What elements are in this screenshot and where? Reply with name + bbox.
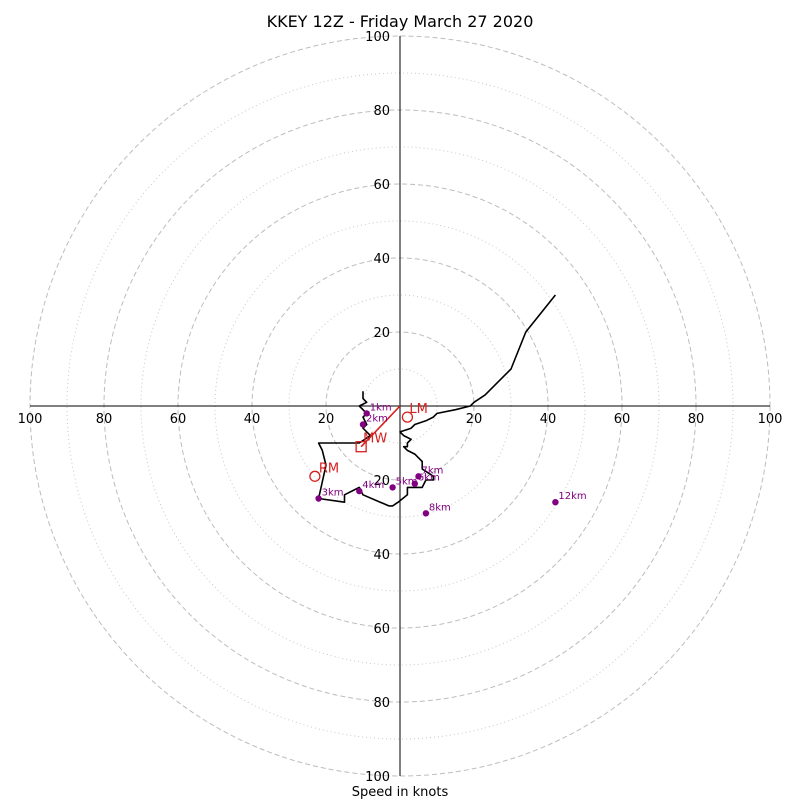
height-marker-5km: [389, 484, 396, 491]
tick-label-right: 80: [688, 412, 705, 427]
tick-label-left: 40: [244, 412, 261, 427]
tick-label-left: 80: [96, 412, 113, 427]
tick-label-bottom: 40: [373, 548, 390, 563]
height-marker-12km: [552, 499, 559, 506]
tick-label-top: 60: [373, 178, 390, 193]
height-marker-6km: [411, 480, 418, 487]
height-label-3km: 3km: [322, 488, 344, 499]
rm-marker: [309, 470, 321, 482]
height-marker-1km: [363, 410, 370, 417]
height-label-12km: 12km: [558, 491, 586, 502]
tick-label-top: 40: [373, 252, 390, 267]
tick-label-bottom: 20: [373, 474, 390, 489]
height-marker-4km: [356, 487, 363, 495]
lm-marker: [401, 411, 414, 423]
tick-label-left: 20: [318, 412, 335, 427]
height-marker-3km: [315, 495, 322, 502]
tick-label-top: 80: [373, 104, 390, 119]
x-axis-label: Speed in knots: [352, 785, 449, 800]
height-marker-2km: [359, 421, 367, 428]
tick-label-bottom: 80: [373, 696, 390, 711]
tick-labels: 100 80 60 40 20 20 40 60 80 100 100 80 60 40 20 20 40 60 8…: [18, 30, 783, 785]
hodograph-trace: [317, 294, 557, 507]
tick-label-bottom: 60: [373, 622, 390, 637]
height-label-6km: 6km: [418, 473, 440, 484]
height-label-5km: 5km: [396, 476, 418, 487]
tick-label-left: 100: [18, 412, 43, 427]
tick-label-right: 100: [758, 412, 783, 427]
rm-label: RM: [319, 461, 339, 476]
tick-label-bottom: 100: [365, 770, 390, 785]
height-label-7km: 7km: [422, 465, 444, 476]
height-label-4km: 4km: [362, 480, 384, 491]
mw-marker: [355, 441, 367, 453]
tick-label-top: 20: [373, 326, 390, 341]
storm-motion-markers: RM LM MW: [309, 402, 428, 482]
height-marker-8km: [422, 510, 430, 517]
tick-label-right: 40: [540, 412, 557, 427]
tick-label-left: 60: [170, 412, 187, 427]
mw-label: MW: [363, 432, 387, 447]
tick-label-top: 100: [365, 30, 390, 45]
tick-label-right: 60: [614, 412, 631, 427]
wind-trace-line: [317, 294, 557, 507]
height-label-1km: 1km: [370, 402, 392, 413]
chart-title: KKEY 12Z - Friday March 27 2020: [267, 12, 534, 31]
bunkers-line: [360, 405, 401, 448]
height-marker-7km: [415, 473, 422, 480]
lm-label: LM: [409, 402, 427, 417]
height-label-8km: 8km: [429, 502, 451, 513]
tick-label-right: 20: [466, 412, 483, 427]
height-label-2km: 2km: [366, 414, 388, 425]
